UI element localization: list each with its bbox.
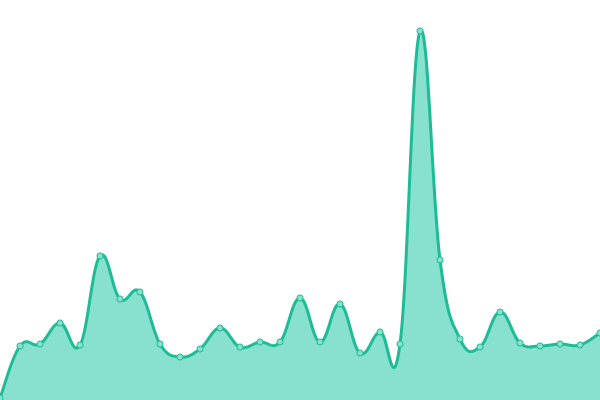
data-point-21 [416, 27, 424, 35]
data-point-29 [576, 341, 584, 349]
data-point-22 [436, 256, 444, 264]
data-point-24 [476, 343, 484, 351]
data-point-3 [56, 319, 64, 327]
data-point-7 [136, 288, 144, 296]
data-point-28 [556, 340, 564, 348]
data-point-23 [456, 335, 464, 343]
data-point-13 [256, 338, 264, 346]
data-point-11 [216, 324, 224, 332]
area-fill [0, 30, 600, 400]
data-point-6 [116, 295, 124, 303]
data-point-15 [296, 294, 304, 302]
data-point-14 [276, 338, 284, 346]
data-point-25 [496, 308, 504, 316]
data-point-1 [16, 342, 24, 350]
data-point-10 [196, 345, 204, 353]
data-point-12 [236, 343, 244, 351]
data-point-16 [316, 338, 324, 346]
data-point-2 [36, 340, 44, 348]
data-point-30 [596, 329, 600, 337]
data-point-20 [396, 340, 404, 348]
data-point-9 [176, 353, 184, 361]
data-point-0 [0, 394, 4, 400]
data-point-8 [156, 340, 164, 348]
data-point-5 [96, 252, 104, 260]
data-point-18 [356, 349, 364, 357]
data-point-17 [336, 300, 344, 308]
data-points [0, 27, 600, 400]
data-point-26 [516, 339, 524, 347]
data-point-27 [536, 342, 544, 350]
data-point-4 [76, 341, 84, 349]
data-point-19 [376, 328, 384, 336]
